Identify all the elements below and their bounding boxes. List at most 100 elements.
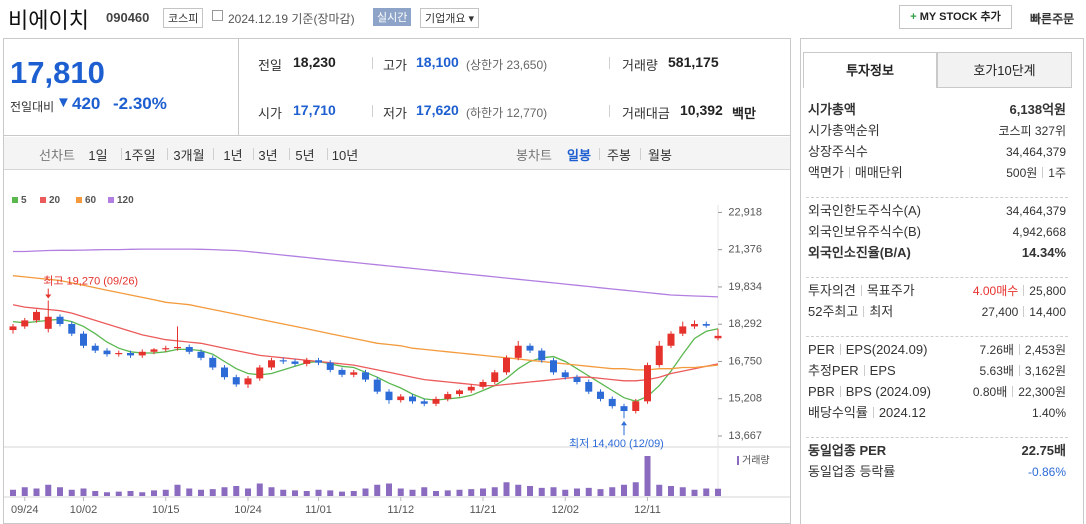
- side-tab[interactable]: 투자정보: [803, 52, 937, 88]
- row-value: 2,453원: [1024, 343, 1066, 357]
- volume-bar: [186, 488, 193, 496]
- separator: [863, 306, 865, 317]
- volume-bar: [538, 487, 545, 496]
- period-tab[interactable]: 1일: [88, 148, 108, 163]
- legend-label: 120: [117, 195, 134, 206]
- cell-value: 18,230: [293, 54, 336, 70]
- row-labels: 동일업종 PER: [808, 441, 886, 461]
- info-row: 외국인한도주식수(A) 34,464,379: [808, 201, 1066, 221]
- candle-body: [232, 377, 240, 385]
- candle-body: [526, 345, 534, 351]
- side-tab[interactable]: 호가10단계: [937, 52, 1072, 88]
- row-value: 14,400: [1029, 305, 1066, 319]
- row-label: 52주최고: [808, 304, 859, 319]
- volume-bar: [350, 491, 357, 496]
- candle-body: [632, 401, 640, 411]
- candle-body: [667, 333, 675, 346]
- row-label: 매매단위: [854, 165, 903, 180]
- candle-body: [268, 360, 275, 368]
- divider: [238, 38, 239, 135]
- period-tab[interactable]: 1년: [223, 148, 243, 163]
- candle-body: [80, 333, 87, 346]
- volume-bar: [374, 484, 381, 496]
- volume-bar: [362, 488, 369, 496]
- row-value: 34,464,379: [1005, 145, 1066, 159]
- annotation-arrowhead: [45, 294, 52, 299]
- row-labels: 52주최고 최저: [808, 302, 893, 322]
- period-tab[interactable]: 월봉: [648, 148, 672, 163]
- dashed-divider: [806, 336, 1068, 337]
- period-tab[interactable]: 일봉: [567, 148, 591, 163]
- candle-body: [150, 349, 158, 352]
- legend-swatch: [108, 197, 114, 203]
- volume-bar: [656, 484, 663, 496]
- period-tab[interactable]: 주봉: [607, 148, 631, 163]
- change-label: 전일대비: [10, 100, 55, 114]
- volume-bar: [503, 482, 510, 496]
- candle-body: [91, 345, 99, 351]
- info-row: PER EPS(2024.09) 7.26배 2,453원: [808, 340, 1066, 360]
- y-tick-label: 15,208: [728, 393, 762, 405]
- cell-note: (상한가 23,650): [466, 58, 548, 72]
- row-label: 액면가: [808, 165, 844, 180]
- y-tick-label: 22,918: [728, 206, 762, 218]
- row-values: 500원 1주: [1006, 163, 1066, 183]
- separator: [1018, 365, 1020, 376]
- separator: [639, 148, 641, 160]
- x-tick-label: 12/11: [634, 504, 661, 516]
- separator: [1042, 167, 1044, 178]
- mystock-button[interactable]: + MY STOCK 추가: [899, 5, 1012, 29]
- row-label: 추정PER: [808, 363, 859, 378]
- period-bar: [4, 137, 790, 170]
- period-tab[interactable]: 5년: [295, 148, 315, 163]
- cell-value: 18,100: [416, 54, 459, 70]
- volume-bar: [703, 488, 710, 496]
- cell-label: 시가: [258, 106, 282, 121]
- down-arrow: ▼: [56, 94, 71, 111]
- cell-label: 전일: [258, 58, 282, 73]
- info-row: 상장주식수 34,464,379: [808, 142, 1066, 162]
- info-row: 배당수익률 2024.12 1.40%: [808, 403, 1066, 423]
- row-value: 500원: [1006, 166, 1038, 180]
- volume-bar: [268, 487, 275, 496]
- realtime-badge: 실시간: [373, 8, 412, 26]
- row-value: 1.40%: [1031, 406, 1066, 420]
- change: 420: [72, 94, 101, 113]
- stock-name: 비에이치: [8, 8, 89, 33]
- period-tab[interactable]: 1주일: [124, 148, 156, 163]
- period-tab[interactable]: 10년: [331, 148, 359, 163]
- separator: [848, 167, 850, 178]
- row-label: 2024.12: [878, 405, 926, 420]
- candle-body: [561, 372, 569, 378]
- ma-line: [13, 248, 719, 298]
- row-labels: PBR BPS (2024.09): [808, 382, 931, 402]
- row-labels: 외국인소진율(B/A): [808, 243, 911, 263]
- x-tick-label: 11/12: [387, 504, 414, 516]
- row-values: 14.34%: [1022, 243, 1066, 263]
- y-tick-label: 19,834: [728, 281, 762, 293]
- quick-order[interactable]: 빠른주문: [1030, 12, 1075, 26]
- legend-label: 60: [85, 195, 97, 206]
- period-tab[interactable]: 3개월: [173, 148, 205, 163]
- row-labels: 추정PER EPS: [808, 361, 896, 381]
- volume-bar: [280, 489, 287, 496]
- info-row: 동일업종 등락률 -0.86%: [808, 462, 1066, 482]
- row-label: PBR: [808, 384, 835, 399]
- candle-body: [467, 386, 475, 391]
- volume-bar: [233, 486, 240, 496]
- info-row: 52주최고 최저 27,400 14,400: [808, 302, 1066, 322]
- row-value: 25,800: [1029, 284, 1066, 298]
- period-tab[interactable]: 3년: [258, 148, 278, 163]
- row-label: 배당수익률: [808, 405, 868, 420]
- info-row: 추정PER EPS 5.63배 3,162원: [808, 361, 1066, 381]
- overview-button[interactable]: 기업개요 ▾: [420, 8, 480, 28]
- volume-bar: [609, 487, 616, 496]
- candle-body: [655, 345, 663, 366]
- separator: [288, 148, 290, 160]
- volume-bar: [515, 484, 522, 496]
- volume-bar: [327, 490, 334, 496]
- cell-value: 17,710: [293, 102, 336, 118]
- row-value: 5.63배: [979, 364, 1014, 378]
- candle-body: [174, 346, 181, 349]
